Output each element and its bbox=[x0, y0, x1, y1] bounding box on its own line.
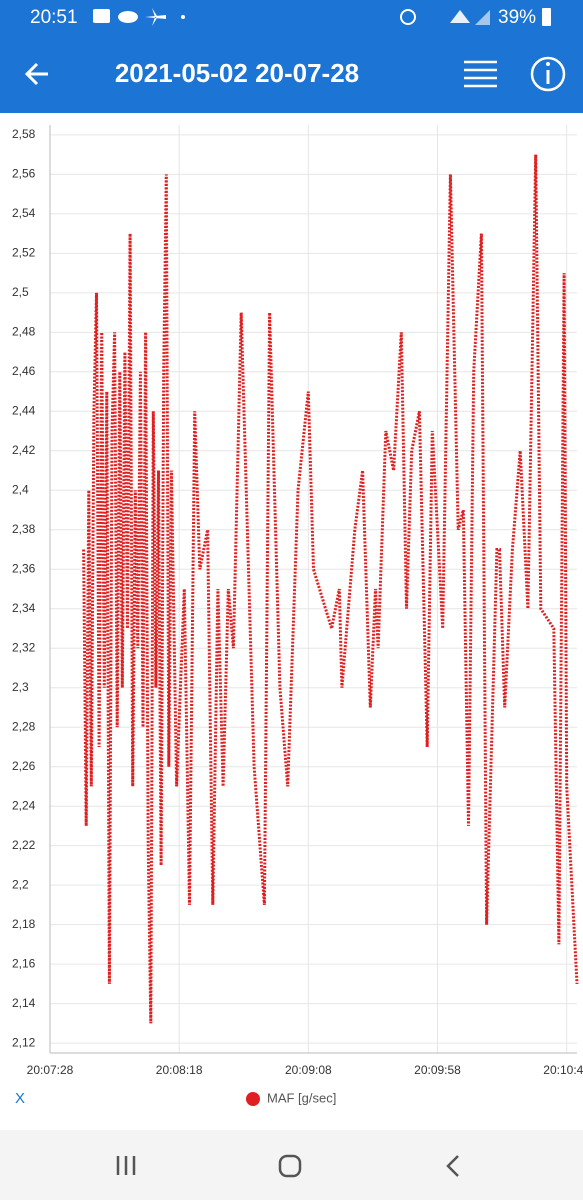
chart: 2,12 2,14 2,16 2,18 2,2 2,22 2,24 2,26 2,28 2,3 2,… bbox=[12, 125, 583, 1106]
x-tick-label: 20:08:18 bbox=[156, 1063, 203, 1077]
y-tick-label: 2,58 bbox=[12, 127, 36, 141]
y-tick-label: 2,12 bbox=[12, 1035, 36, 1049]
y-tick-label: 2,14 bbox=[12, 996, 36, 1010]
app-title: 2021-05-02 20-07-28 bbox=[115, 58, 359, 88]
nav-bar bbox=[0, 1130, 583, 1200]
y-tick-label: 2,32 bbox=[12, 640, 36, 654]
y-tick-label: 2,38 bbox=[12, 522, 36, 536]
back-button[interactable] bbox=[24, 62, 48, 86]
list-button[interactable] bbox=[464, 60, 497, 88]
y-tick-label: 2,42 bbox=[12, 443, 36, 457]
info-button[interactable] bbox=[530, 56, 566, 92]
x-button[interactable]: X bbox=[15, 1090, 25, 1107]
y-tick-label: 2,4 bbox=[12, 482, 29, 496]
nav-icons[interactable] bbox=[116, 1154, 459, 1178]
data-line bbox=[82, 154, 579, 1024]
y-tick-label: 2,3 bbox=[12, 680, 29, 694]
y-tick-label: 2,24 bbox=[12, 798, 36, 812]
status-battery: 39% bbox=[498, 7, 536, 28]
legend-label: MAF [g/sec] bbox=[267, 1090, 336, 1105]
y-tick-label: 2,16 bbox=[12, 956, 36, 970]
x-tick-label: 20:09:08 bbox=[285, 1063, 332, 1077]
y-tick-label: 2,5 bbox=[12, 285, 29, 299]
status-time: 20:51 bbox=[30, 7, 78, 28]
y-tick-label: 2,22 bbox=[12, 838, 36, 852]
y-tick-label: 2,26 bbox=[12, 759, 36, 773]
y-tick-label: 2,34 bbox=[12, 601, 36, 615]
y-tick-label: 2,28 bbox=[12, 719, 36, 733]
y-tick-label: 2,36 bbox=[12, 561, 36, 575]
x-tick-label: 20:09:58 bbox=[414, 1063, 461, 1077]
y-tick-label: 2,2 bbox=[12, 877, 29, 891]
y-tick-label: 2,48 bbox=[12, 324, 36, 338]
y-tick-label: 2,46 bbox=[12, 364, 36, 378]
y-tick-label: 2,52 bbox=[12, 246, 36, 260]
y-tick-label: 2,54 bbox=[12, 206, 36, 220]
x-tick-label: 20:10:48 bbox=[543, 1063, 583, 1077]
x-tick-label: 20:07:28 bbox=[27, 1063, 74, 1077]
y-tick-label: 2,56 bbox=[12, 167, 36, 181]
y-tick-label: 2,18 bbox=[12, 917, 36, 931]
status-icons bbox=[93, 8, 551, 26]
legend-swatch bbox=[246, 1092, 260, 1106]
top-bar-bg bbox=[0, 0, 583, 113]
y-tick-label: 2,44 bbox=[12, 403, 36, 417]
